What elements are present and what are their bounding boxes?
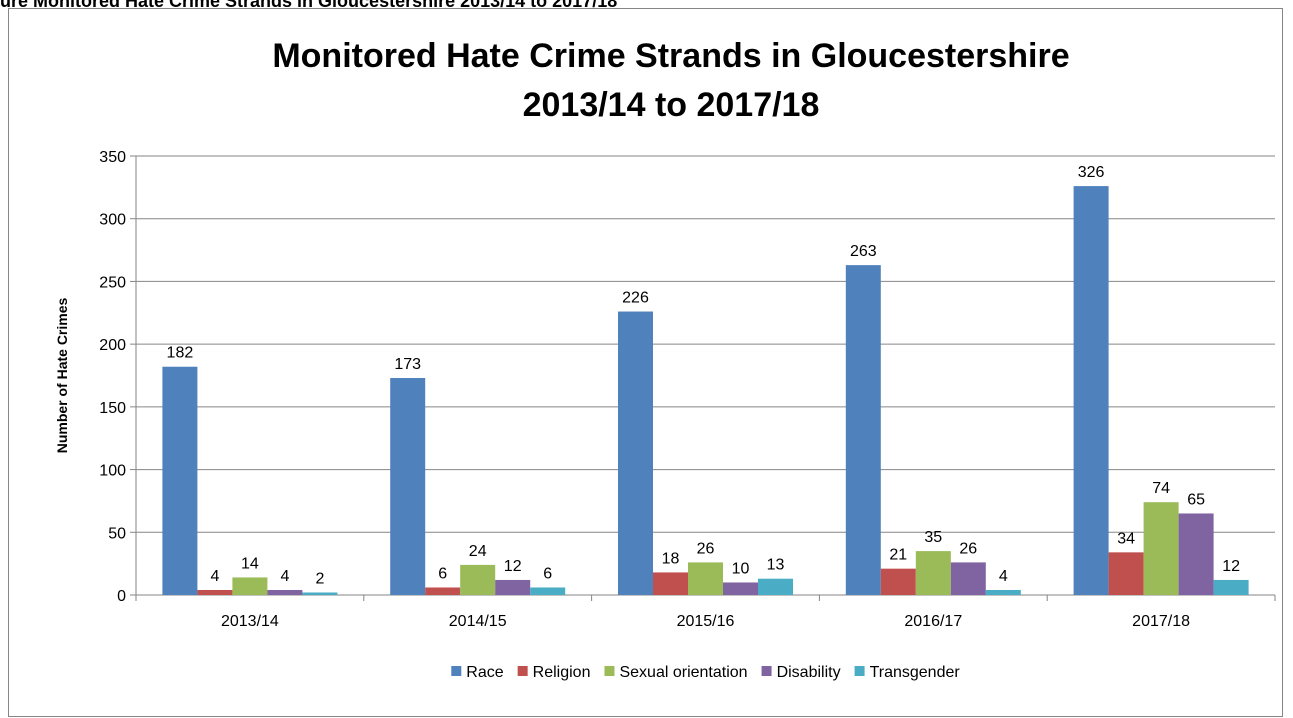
- bar: [758, 578, 793, 595]
- x-tick-label: 2017/18: [1132, 613, 1190, 630]
- bar: [530, 587, 566, 595]
- y-axis-title: Number of Hate Crimes: [54, 297, 70, 453]
- data-label: 263: [850, 243, 877, 260]
- legend-swatch: [854, 666, 865, 676]
- data-label: 6: [438, 565, 447, 582]
- data-label: 4: [210, 568, 219, 585]
- data-label: 21: [889, 547, 907, 564]
- bar: [845, 265, 881, 595]
- bar: [723, 582, 758, 595]
- bar: [1178, 513, 1214, 595]
- y-tick-label: 100: [99, 463, 126, 480]
- bar: [950, 562, 986, 595]
- x-tick-label: 2015/16: [677, 613, 735, 630]
- y-tick-label: 300: [99, 212, 126, 229]
- data-label: 226: [622, 290, 649, 307]
- y-tick-label: 0: [117, 588, 126, 605]
- legend: Race Religion Sexual orientation Disability…: [451, 664, 960, 681]
- bar: [985, 589, 1021, 595]
- x-tick-labels: 2013/14 2014/15 2015/16 2016/17 2017/18: [221, 613, 1190, 630]
- data-label: 34: [1117, 530, 1135, 547]
- bar: [232, 577, 268, 595]
- data-label: 35: [924, 529, 942, 546]
- bar: [390, 378, 426, 595]
- data-label: 14: [241, 555, 259, 572]
- data-label: 2: [315, 570, 324, 587]
- data-label: 4: [280, 568, 289, 585]
- chart-frame: Monitored Hate Crime Strands in Gloucest…: [8, 8, 1283, 717]
- chart-title-line-2: 2013/14 to 2017/18: [523, 86, 820, 124]
- y-tick-label: 150: [99, 400, 126, 417]
- legend-label: Disability: [777, 664, 841, 681]
- data-label: 12: [1222, 558, 1240, 575]
- bar: [1213, 579, 1249, 595]
- bar: [880, 568, 916, 595]
- bar: [688, 562, 723, 595]
- data-label: 173: [394, 356, 421, 373]
- bar: [915, 551, 951, 595]
- chart-title: Monitored Hate Crime Strands in Gloucest…: [272, 37, 1069, 124]
- data-labels: 182 4 14 4 2 173 6 24 12 6 226 18 26 10 13 263 21 35 26 4 32…: [167, 164, 1241, 587]
- bar: [653, 572, 688, 595]
- bar: [1143, 502, 1179, 595]
- data-label: 26: [959, 540, 977, 557]
- figure-caption-text: ure Monitored Hate Crime Strands in Glou…: [0, 0, 618, 11]
- y-tick-label: 200: [99, 337, 126, 354]
- data-label: 4: [999, 568, 1008, 585]
- legend-swatch: [604, 666, 615, 676]
- x-tick-label: 2016/17: [904, 613, 962, 630]
- data-label: 6: [543, 565, 552, 582]
- legend-label: Religion: [533, 664, 591, 681]
- legend-label: Sexual orientation: [619, 664, 747, 681]
- legend-swatch: [761, 666, 772, 676]
- data-label: 65: [1187, 491, 1205, 508]
- y-tick-label: 250: [99, 274, 126, 291]
- bar: [618, 311, 653, 595]
- bar: [1108, 552, 1144, 595]
- data-label: 24: [469, 543, 487, 560]
- bar: [302, 592, 338, 595]
- figure-caption: ure Monitored Hate Crime Strands in Glou…: [0, 0, 1293, 12]
- y-tick-label: 50: [108, 525, 126, 542]
- bars: [162, 186, 1249, 596]
- bar: [197, 589, 233, 595]
- y-tick-labels: 0 50 100 150 200 250 300 350: [99, 149, 126, 605]
- bar: [162, 366, 198, 595]
- bar: [425, 587, 461, 595]
- bar: [1073, 186, 1109, 596]
- data-label: 74: [1152, 480, 1170, 497]
- data-label: 18: [662, 550, 680, 567]
- data-label: 13: [767, 557, 785, 574]
- bar-chart: Monitored Hate Crime Strands in Gloucest…: [54, 37, 1276, 681]
- bar: [267, 589, 303, 595]
- legend-label: Race: [466, 664, 503, 681]
- bar: [495, 579, 531, 595]
- data-label: 182: [167, 345, 194, 362]
- legend-swatch: [451, 666, 462, 676]
- bar: [460, 564, 496, 595]
- data-label: 326: [1078, 164, 1105, 181]
- legend-swatch: [517, 666, 528, 676]
- legend-label: Transgender: [870, 664, 961, 681]
- data-label: 26: [697, 540, 715, 557]
- data-label: 12: [504, 558, 522, 575]
- chart-title-line-1: Monitored Hate Crime Strands in Gloucest…: [272, 37, 1069, 75]
- data-label: 10: [732, 560, 750, 577]
- x-tick-label: 2013/14: [221, 613, 279, 630]
- x-tick-label: 2014/15: [449, 613, 507, 630]
- y-tick-label: 350: [99, 149, 126, 166]
